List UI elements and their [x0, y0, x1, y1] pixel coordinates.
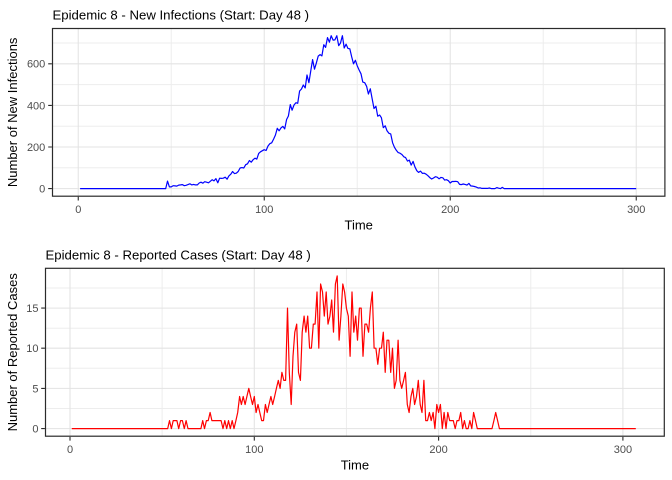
svg-text:Time: Time: [344, 217, 372, 232]
svg-text:10: 10: [26, 343, 38, 355]
svg-text:300: 300: [627, 204, 645, 216]
svg-text:0: 0: [75, 204, 81, 216]
svg-text:0: 0: [67, 444, 73, 456]
svg-text:0: 0: [39, 184, 45, 196]
svg-text:200: 200: [441, 204, 459, 216]
svg-text:400: 400: [27, 100, 45, 112]
svg-text:Number of Reported Cases: Number of Reported Cases: [5, 273, 20, 432]
svg-text:200: 200: [429, 444, 447, 456]
svg-text:15: 15: [26, 303, 38, 315]
svg-text:Epidemic 8 - Reported Cases (S: Epidemic 8 - Reported Cases (Start: Day …: [46, 248, 311, 263]
svg-text:5: 5: [32, 383, 38, 395]
svg-text:Epidemic 8 - New Infections (S: Epidemic 8 - New Infections (Start: Day …: [53, 8, 310, 23]
svg-text:0: 0: [32, 424, 38, 436]
svg-text:100: 100: [255, 204, 273, 216]
svg-text:200: 200: [27, 142, 45, 154]
svg-text:300: 300: [614, 444, 632, 456]
svg-text:Number of New Infections: Number of New Infections: [5, 37, 20, 187]
svg-text:600: 600: [27, 59, 45, 71]
svg-text:100: 100: [245, 444, 263, 456]
svg-text:Time: Time: [341, 457, 369, 472]
